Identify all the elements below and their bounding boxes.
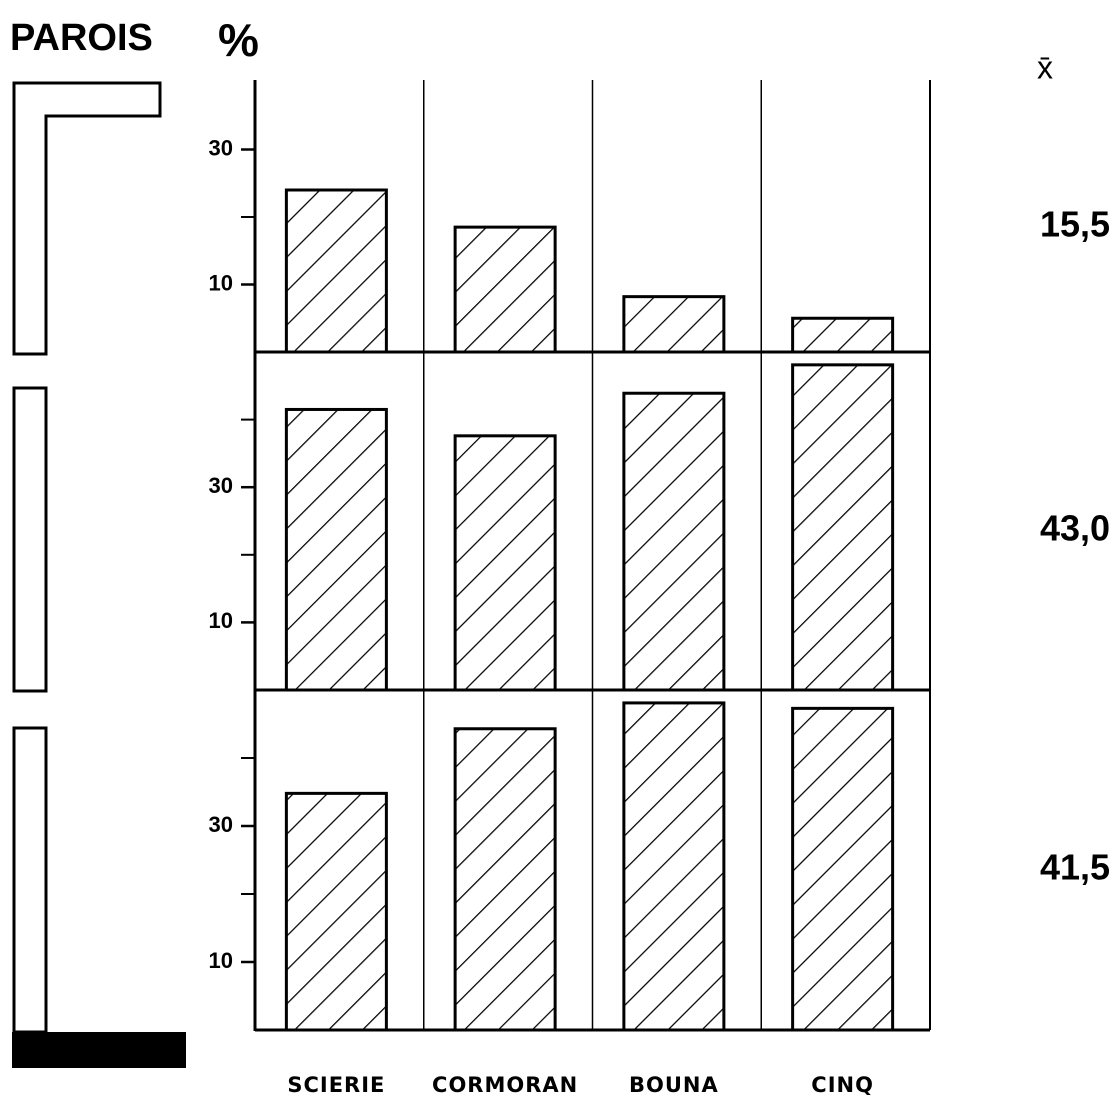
y-tick-label: 30 <box>209 473 233 498</box>
x-tick-label: CINQ <box>811 1073 874 1097</box>
bar <box>284 188 388 354</box>
wall-icon-bottom <box>12 726 48 1034</box>
y-tick-label: 30 <box>209 812 233 837</box>
mean-symbol: x̄ <box>1037 49 1053 85</box>
x-tick-label: BOUNA <box>629 1073 719 1097</box>
x-tick-label: CORMORAN <box>432 1073 578 1097</box>
x-tick-label: SCIERIE <box>287 1073 385 1097</box>
bar <box>284 407 388 692</box>
bar <box>622 391 726 692</box>
bar <box>453 727 557 1032</box>
bar <box>453 434 557 692</box>
bar <box>453 225 557 354</box>
y-tick-label: 30 <box>209 135 233 160</box>
bar <box>284 791 388 1032</box>
y-tick-label: 10 <box>209 948 233 973</box>
mean-label: 43,0 <box>1040 508 1110 549</box>
bar <box>791 316 895 354</box>
bar <box>791 706 895 1032</box>
wall-icon-middle <box>12 386 48 693</box>
title: PAROIS <box>10 17 153 59</box>
bar <box>791 363 895 692</box>
unit-label: % <box>218 14 259 66</box>
y-tick-label: 10 <box>209 608 233 633</box>
y-tick-label: 10 <box>209 270 233 295</box>
bar <box>622 701 726 1032</box>
wall-icon-top <box>12 81 162 356</box>
mean-label: 15,5 <box>1040 204 1110 245</box>
bar <box>622 295 726 354</box>
floor-icon <box>12 1032 186 1068</box>
mean-label: 41,5 <box>1040 847 1110 888</box>
